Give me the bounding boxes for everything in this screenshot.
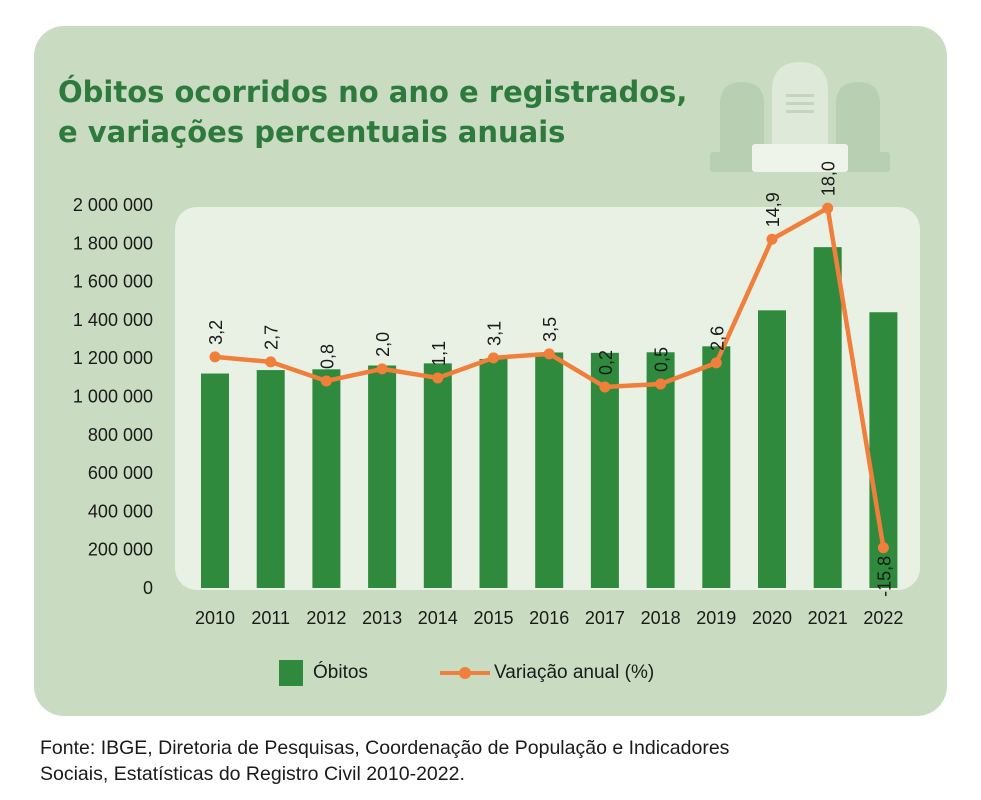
y-tick-label: 1 200 000 (73, 348, 153, 368)
variation-label-2022: -15,8 (874, 556, 894, 597)
variation-point-2019 (710, 357, 722, 369)
variation-point-2020 (766, 233, 778, 245)
variation-label-2012: 0,8 (317, 344, 337, 369)
x-tick-label: 2018 (641, 608, 681, 628)
legend-bar-swatch (279, 660, 303, 686)
source-line-1: Fonte: IBGE, Diretoria de Pesquisas, Coo… (40, 737, 730, 759)
legend-item-variacao: Variação anual (%) (440, 660, 654, 686)
y-tick-label: 200 000 (88, 540, 153, 560)
y-tick-label: 0 (143, 578, 153, 598)
x-tick-label: 2012 (306, 608, 346, 628)
y-tick-label: 2 000 000 (73, 195, 153, 215)
tombstone-icon (710, 62, 890, 172)
variation-label-2014: 1,1 (429, 341, 449, 366)
variation-label-2019: 2,6 (707, 326, 727, 351)
y-tick-label: 1 600 000 (73, 272, 153, 292)
x-tick-label: 2011 (251, 608, 290, 628)
variation-label-2011: 2,7 (262, 325, 282, 350)
x-tick-label: 2016 (529, 608, 569, 628)
y-tick-label: 400 000 (88, 501, 153, 521)
variation-label-2017: 0,2 (596, 350, 616, 375)
x-tick-label: 2015 (473, 608, 513, 628)
source-line-2: Sociais, Estatísticas do Registro Civil … (40, 763, 465, 785)
legend-label-variacao: Variação anual (%) (494, 662, 655, 683)
variation-label-2021: 18,0 (819, 161, 839, 196)
y-tick-label: 600 000 (88, 463, 153, 483)
variation-point-2021 (822, 202, 834, 214)
legend-line-swatch (440, 660, 490, 686)
variation-label-2013: 2,0 (373, 332, 393, 357)
bar-obitos-2016 (535, 352, 564, 588)
legend-label-obitos: Óbitos (313, 662, 368, 683)
y-tick-label: 800 000 (88, 425, 153, 445)
variation-point-2018 (655, 378, 667, 390)
variation-point-2013 (376, 363, 388, 375)
bar-obitos-2012 (312, 369, 341, 588)
bar-obitos-2019 (702, 346, 731, 588)
variation-label-2010: 3,2 (206, 320, 226, 345)
source-note: Fonte: IBGE, Diretoria de Pesquisas, Coo… (40, 735, 960, 787)
chart-title-line-1: Óbitos ocorridos no ano e registrados, (58, 75, 688, 109)
y-tick-label: 1 400 000 (73, 310, 153, 330)
variation-point-2012 (320, 375, 332, 387)
variation-label-2018: 0,5 (652, 347, 672, 372)
bar-obitos-2013 (368, 365, 397, 588)
bar-obitos-2021 (813, 247, 842, 588)
x-tick-label: 2010 (195, 608, 235, 628)
bar-obitos-2010 (201, 373, 229, 588)
variation-label-2015: 3,1 (485, 321, 505, 346)
variation-label-2020: 14,9 (763, 192, 783, 227)
variation-point-2022 (877, 542, 889, 554)
x-tick-label: 2020 (752, 608, 792, 628)
y-tick-label: 1 000 000 (73, 387, 153, 407)
legend-item-obitos: Óbitos (279, 660, 368, 686)
x-tick-label: 2022 (863, 608, 903, 628)
chart-title: Óbitos ocorridos no ano e registrados, e… (58, 72, 687, 152)
variation-point-2010 (209, 351, 221, 363)
x-tick-label: 2013 (362, 608, 402, 628)
chart-title-line-2: e variações percentuais anuais (58, 115, 566, 149)
x-tick-label: 2017 (585, 608, 625, 628)
x-tick-label: 2014 (418, 608, 458, 628)
bar-obitos-2015 (479, 358, 508, 588)
y-tick-label: 1 800 000 (73, 233, 153, 253)
variation-point-2017 (599, 381, 611, 393)
variation-point-2014 (432, 372, 444, 384)
x-tick-label: 2019 (696, 608, 736, 628)
variation-point-2015 (488, 352, 499, 364)
variation-label-2016: 3,5 (540, 317, 560, 342)
variation-point-2011 (265, 356, 277, 368)
bar-obitos-2018 (646, 352, 675, 588)
variation-point-2016 (543, 348, 555, 360)
bar-obitos-2014 (423, 363, 452, 588)
bar-obitos-2020 (758, 310, 786, 588)
x-tick-label: 2021 (808, 608, 848, 628)
bar-obitos-2011 (256, 370, 285, 588)
